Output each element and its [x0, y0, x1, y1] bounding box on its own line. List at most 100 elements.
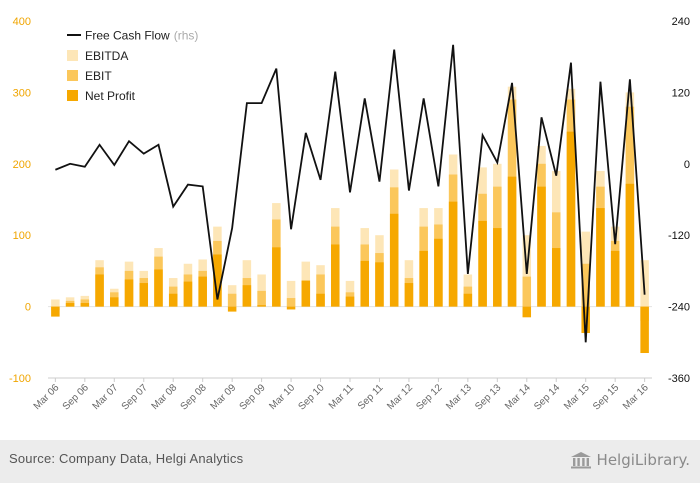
net-profit-bar: [493, 228, 502, 307]
net-profit-bar: [139, 283, 149, 307]
net-profit-bar: [95, 274, 104, 307]
left-axis: -100 0 100 200 300 400: [9, 16, 31, 385]
library-building-icon: [570, 452, 591, 469]
legend-ebitda-swatch: [67, 50, 78, 61]
net-profit-bar: [537, 186, 546, 307]
net-profit-bar: [286, 306, 296, 310]
net-profit-bar: [345, 296, 355, 307]
net-profit-bar: [581, 306, 590, 334]
net-profit-bar: [316, 293, 325, 307]
ebitda-bar: [257, 274, 266, 307]
net-profit-bar: [419, 250, 428, 307]
net-profit-bar: [596, 208, 605, 307]
net-profit-bar: [507, 176, 517, 307]
x-tick-label: Sep 14: [532, 382, 562, 412]
net-profit-bar: [448, 201, 458, 307]
x-tick-label: Sep 07: [120, 382, 150, 412]
net-profit-bar: [213, 254, 222, 307]
fcf-line-group: [55, 44, 646, 343]
left-tick-label: -100: [9, 373, 31, 385]
chart: -100 0 100 200 300 400 -360 -240 -120 0 120 240 Ma…: [9, 16, 690, 413]
ebit-bar: [581, 263, 590, 307]
x-tick-label: Sep 06: [61, 382, 91, 412]
ebit-bar: [316, 274, 325, 307]
left-tick-label: 300: [13, 87, 31, 99]
right-tick-label: 120: [672, 87, 690, 99]
x-tick-label: Mar 09: [208, 382, 238, 412]
ebit-bar: [286, 298, 296, 307]
x-tick-label: Sep 09: [238, 382, 268, 412]
bars: [51, 86, 649, 354]
net-profit-bar: [404, 283, 414, 307]
legend-fcf-label: Free Cash Flow (rhs): [85, 29, 198, 43]
right-tick-label: -360: [668, 373, 690, 385]
net-profit-bar: [566, 131, 576, 307]
ebit-bar: [227, 293, 237, 307]
net-profit-bar: [375, 262, 384, 307]
net-profit-bar: [610, 250, 620, 307]
x-tick-label: Sep 10: [296, 382, 326, 412]
net-profit-bar: [80, 303, 90, 307]
x-tick-label: Sep 12: [414, 382, 444, 412]
net-profit-bar: [257, 305, 266, 307]
net-profit-bar: [227, 306, 237, 312]
x-tick-label: Mar 16: [621, 382, 651, 412]
left-tick-label: 0: [25, 302, 31, 314]
net-profit-bar: [272, 247, 281, 307]
net-profit-bar: [154, 269, 163, 307]
source-text: Source: Company Data, Helgi Analytics: [9, 451, 244, 466]
net-profit-bar: [478, 220, 487, 307]
x-tick-label: Mar 12: [385, 382, 415, 412]
net-profit-bar: [301, 280, 311, 307]
right-tick-label: 0: [684, 159, 690, 171]
x-tick-label: Mar 07: [91, 382, 121, 412]
net-profit-bar: [389, 213, 399, 307]
ebit-bar: [257, 290, 266, 307]
x-tick-label: Mar 08: [150, 382, 180, 412]
x-tick-label: Mar 14: [503, 382, 533, 412]
net-profit-bar: [331, 244, 340, 307]
net-profit-bar: [51, 306, 60, 317]
x-tick-label: Mar 10: [267, 382, 297, 412]
legend-ebitda-label: EBITDA: [85, 49, 128, 63]
right-tick-label: -240: [668, 302, 690, 314]
legend-net-profit-swatch: [67, 90, 78, 101]
legend-ebit-label: EBIT: [85, 69, 112, 83]
net-profit-bar: [625, 183, 635, 307]
net-profit-bar: [242, 285, 252, 307]
net-profit-bar: [434, 238, 443, 307]
net-profit-bar: [463, 293, 473, 307]
legend-ebit-swatch: [67, 70, 78, 81]
left-tick-label: 100: [13, 230, 31, 242]
x-tick-label: Sep 15: [591, 382, 621, 412]
ebitda-bar: [51, 299, 60, 307]
net-profit-bar: [65, 303, 75, 307]
fcf-line: [55, 44, 646, 343]
x-tick-label: Mar 11: [327, 382, 357, 412]
right-tick-label: -120: [668, 230, 690, 242]
ebit-bar: [522, 276, 532, 307]
net-profit-bar: [168, 293, 178, 307]
logo-text: HelgiLibrary.: [596, 451, 690, 469]
x-tick-label: Sep 11: [356, 382, 386, 412]
x-axis: Mar 06 Sep 06 Mar 07 Sep 07 Mar 08 Sep 08 Mar …: [32, 377, 652, 413]
net-profit-bar: [183, 281, 193, 307]
left-tick-label: 200: [13, 159, 31, 171]
left-tick-label: 400: [13, 16, 31, 28]
ebitda-bar: [286, 280, 296, 307]
legend-net-profit-label: Net Profit: [85, 89, 136, 103]
x-tick-label: Mar 13: [444, 382, 474, 412]
x-tick-label: Mar 06: [32, 382, 62, 412]
right-axis: -360 -240 -120 0 120 240: [668, 16, 690, 385]
net-profit-bar: [124, 279, 134, 307]
net-profit-bar: [110, 297, 119, 307]
right-tick-label: 240: [672, 16, 690, 28]
net-profit-bar: [551, 248, 561, 307]
x-tick-label: Sep 08: [179, 382, 209, 412]
net-profit-bar: [640, 306, 649, 354]
net-profit-bar: [522, 306, 532, 318]
x-tick-label: Sep 13: [473, 382, 503, 412]
helgi-library-logo: HelgiLibrary.: [570, 449, 690, 471]
legend: Free Cash Flow (rhs) EBITDA EBIT Net Prof…: [67, 29, 198, 103]
x-tick-label: Mar 15: [562, 382, 592, 412]
